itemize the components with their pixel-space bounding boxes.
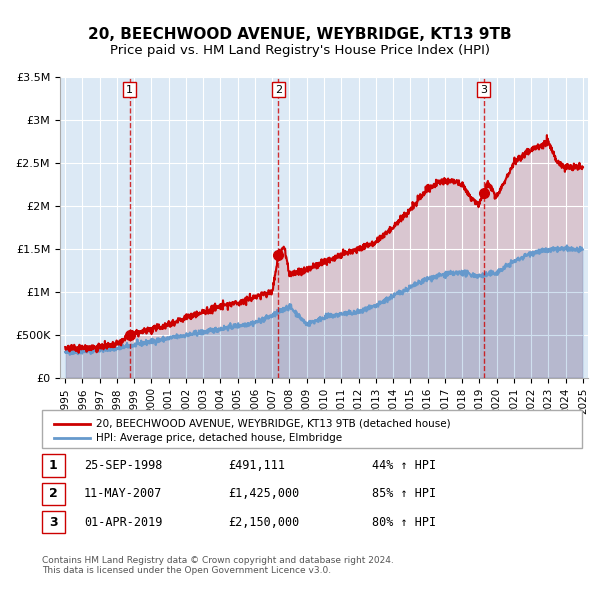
Text: 85% ↑ HPI: 85% ↑ HPI [372, 487, 436, 500]
Text: Price paid vs. HM Land Registry's House Price Index (HPI): Price paid vs. HM Land Registry's House … [110, 44, 490, 57]
Text: 20, BEECHWOOD AVENUE, WEYBRIDGE, KT13 9TB (detached house): 20, BEECHWOOD AVENUE, WEYBRIDGE, KT13 9T… [96, 419, 451, 428]
Text: £2,150,000: £2,150,000 [228, 516, 299, 529]
Text: Contains HM Land Registry data © Crown copyright and database right 2024.
This d: Contains HM Land Registry data © Crown c… [42, 556, 394, 575]
Text: 44% ↑ HPI: 44% ↑ HPI [372, 459, 436, 472]
Text: 20, BEECHWOOD AVENUE, WEYBRIDGE, KT13 9TB: 20, BEECHWOOD AVENUE, WEYBRIDGE, KT13 9T… [88, 27, 512, 41]
Text: 80% ↑ HPI: 80% ↑ HPI [372, 516, 436, 529]
Text: £1,425,000: £1,425,000 [228, 487, 299, 500]
Text: 01-APR-2019: 01-APR-2019 [84, 516, 163, 529]
Text: 2: 2 [275, 84, 282, 94]
Text: 1: 1 [126, 84, 133, 94]
Text: 2: 2 [49, 487, 58, 500]
Text: 3: 3 [480, 84, 487, 94]
Text: 3: 3 [49, 516, 58, 529]
Text: HPI: Average price, detached house, Elmbridge: HPI: Average price, detached house, Elmb… [96, 433, 342, 442]
Text: 1: 1 [49, 459, 58, 472]
Text: 11-MAY-2007: 11-MAY-2007 [84, 487, 163, 500]
Text: 25-SEP-1998: 25-SEP-1998 [84, 459, 163, 472]
Text: £491,111: £491,111 [228, 459, 285, 472]
